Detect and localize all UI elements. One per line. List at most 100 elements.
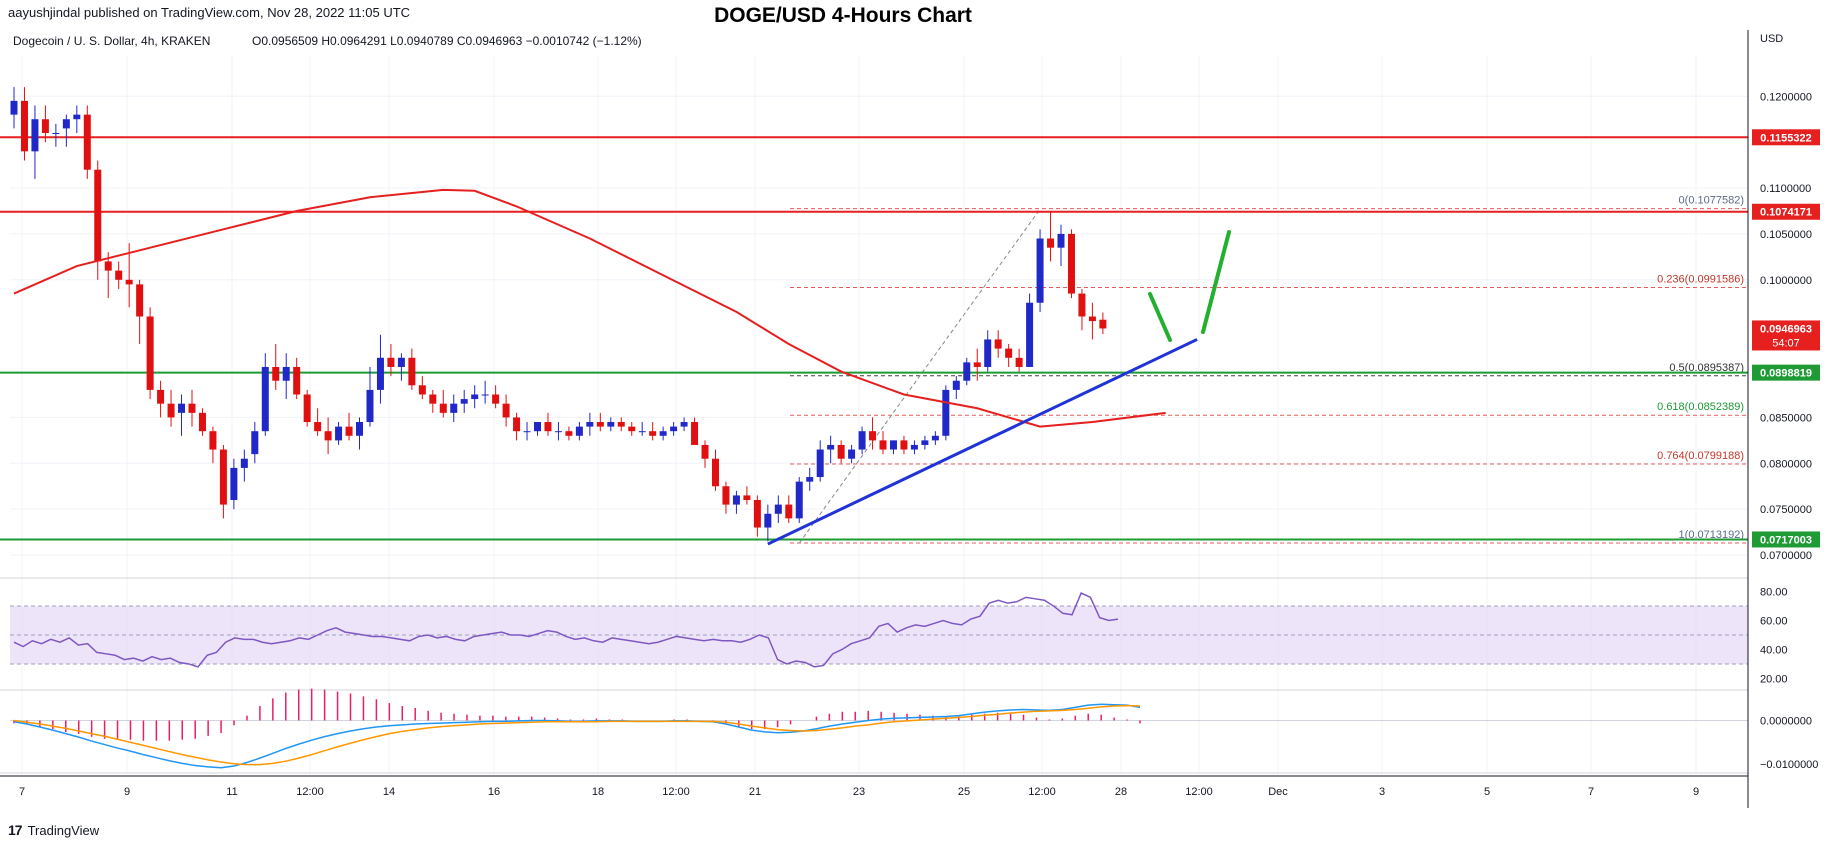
tradingview-brand[interactable]: 17 TradingView: [8, 822, 99, 838]
candle-body: [984, 339, 992, 367]
candle-body: [157, 389, 165, 404]
fib-label-3: 0.618(0.0852389): [1657, 401, 1744, 413]
candle-57: [607, 417, 615, 432]
candle-body: [376, 357, 384, 390]
candle-body: [83, 114, 91, 170]
candle-52: [554, 422, 562, 441]
support-resistance-lines[interactable]: [0, 136, 1748, 541]
candle-15: [167, 389, 175, 427]
candle-body: [732, 495, 740, 505]
candle-body: [523, 431, 531, 433]
macd-tick-0: 0.0000000: [1760, 715, 1812, 727]
candle-body: [858, 431, 866, 450]
candle-41: [439, 389, 447, 418]
candle-body: [879, 440, 887, 450]
sma-line: [13, 188, 1166, 428]
time-tick-10: 25: [958, 786, 970, 798]
fib-label-1: 0.236(0.0991586): [1657, 274, 1744, 286]
support-1-badge-bg: [1752, 364, 1820, 381]
time-tick-14: Dec: [1268, 786, 1288, 798]
candle-body: [837, 444, 845, 459]
candle-body: [753, 500, 761, 528]
candle-28: [303, 389, 311, 427]
candle-49: [523, 422, 531, 441]
candle-body: [481, 394, 489, 396]
candle-71: [753, 495, 761, 537]
candle-45: [481, 380, 489, 404]
candle-body: [889, 440, 897, 450]
time-tick-1: 9: [124, 786, 130, 798]
candle-6: [73, 105, 81, 133]
candle-body: [670, 426, 678, 432]
candle-39: [418, 376, 426, 400]
macd-tick-1: −0.0100000: [1760, 759, 1818, 771]
time-tick-17: 7: [1588, 786, 1594, 798]
support-1-badge-text: 0.0898819: [1760, 368, 1812, 380]
candle-body: [816, 449, 824, 478]
price-tick-5: 0.0800000: [1760, 458, 1812, 470]
time-tick-8: 21: [749, 786, 761, 798]
resistance-1-badge-text: 0.1155322: [1760, 132, 1811, 144]
candle-body: [575, 426, 583, 436]
candle-body: [910, 444, 918, 450]
candle-7: [83, 105, 91, 179]
fibonacci-retracement[interactable]: 0(0.1077582) 0.236(0.0991586) 0.5(0.089538…: [790, 195, 1746, 544]
candle-1: [20, 87, 28, 161]
candle-body: [62, 119, 70, 129]
candle-26: [282, 353, 290, 400]
current-price-badge-text: 0.0946963: [1760, 323, 1812, 335]
price-tick-0: 0.1200000: [1760, 91, 1812, 103]
candle-22: [240, 449, 248, 482]
candle-96: [1015, 348, 1023, 372]
candle-102: [1078, 288, 1086, 331]
candle-65: [691, 417, 699, 445]
candle-body: [1057, 233, 1065, 248]
rsi-line: [13, 592, 1119, 668]
time-tick-16: 5: [1484, 786, 1490, 798]
trendline-group[interactable]: [767, 230, 1231, 546]
candle-42: [450, 394, 458, 423]
candle-58: [617, 417, 625, 432]
candle-89: [942, 385, 950, 441]
candle-31: [335, 422, 343, 445]
candle-77: [816, 440, 824, 482]
price-tick-6: 0.0750000: [1760, 504, 1812, 516]
candle-body: [1099, 319, 1107, 329]
time-tick-13: 12:00: [1185, 786, 1213, 798]
time-axis[interactable]: 7 9 11 12:00 14 16 18 12:00 21 23 25 12:00 28 12:00 De…: [0, 775, 1748, 798]
candle-body: [785, 504, 793, 519]
candle-body: [397, 357, 405, 367]
candle-body: [20, 100, 28, 152]
candle-10: [115, 261, 123, 289]
candle-body: [869, 431, 877, 441]
candle-body: [586, 422, 594, 427]
candle-56: [596, 412, 604, 432]
candle-body: [554, 431, 562, 433]
price-axis[interactable]: USD0.12000000.11000000.10500000.10000000…: [1747, 0, 1834, 808]
time-tick-6: 18: [592, 786, 604, 798]
candle-91: [963, 357, 971, 386]
support-2-badge: 0.0717003: [1752, 531, 1820, 548]
time-tick-11: 12:00: [1028, 786, 1056, 798]
candle-body: [94, 169, 102, 262]
fib-label-4: 0.764(0.0799188): [1657, 450, 1744, 462]
candle-36: [387, 344, 395, 377]
signal-line: [13, 704, 1141, 766]
candle-body: [115, 270, 123, 280]
candle-body: [806, 477, 814, 482]
candle-44: [471, 385, 479, 409]
candle-body: [492, 394, 500, 404]
candle-body: [429, 394, 437, 404]
candle-84: [889, 440, 897, 455]
time-tick-12: 28: [1115, 786, 1127, 798]
support-1-badge: 0.0898819: [1752, 364, 1820, 381]
candle-body: [649, 431, 657, 436]
candle-body: [10, 100, 18, 115]
candle-47: [502, 394, 510, 427]
candle-54: [575, 422, 583, 441]
candle-100: [1057, 224, 1065, 267]
candle-40: [429, 389, 437, 413]
candle-50: [534, 422, 541, 436]
candle-body: [272, 366, 280, 381]
